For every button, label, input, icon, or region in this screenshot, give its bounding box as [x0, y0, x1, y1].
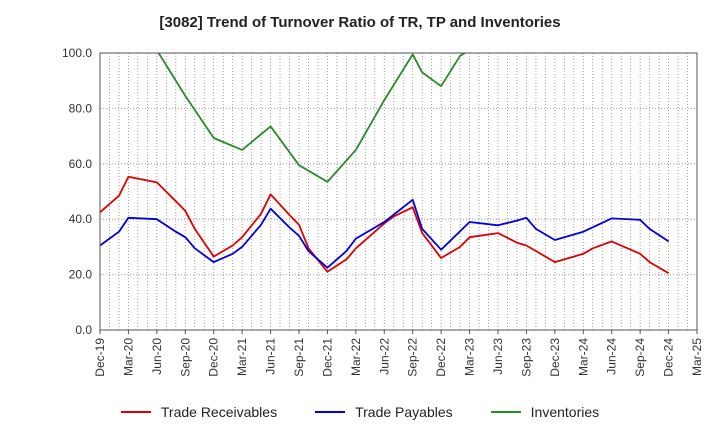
x-axis: Dec-19 Mar-20 Jun-20 Sep-20 Dec-20 Mar-21 Jun-…: [93, 330, 704, 377]
x-tick-label: Dec-24: [662, 338, 676, 377]
legend-item-trade-receivables: Trade Receivables: [120, 404, 278, 420]
x-tick-label: Jun-24: [605, 338, 619, 375]
series-line-inventories: [157, 53, 467, 183]
x-tick-label: Dec-20: [207, 338, 221, 377]
x-tick-label: Jun-21: [264, 338, 278, 375]
x-tick-label: Dec-19: [93, 338, 107, 377]
gridlines: [100, 53, 697, 330]
legend-label: Inventories: [530, 404, 600, 420]
plot-area: [100, 53, 697, 330]
chart-title: [3082] Trend of Turnover Ratio of TR, TP…: [159, 14, 561, 31]
x-tick-label: Sep-22: [406, 338, 420, 377]
x-tick-label: Mar-23: [463, 338, 477, 376]
data-series: [100, 53, 670, 274]
y-tick-label: 40.0: [69, 212, 93, 226]
y-tick-label: 60.0: [69, 157, 93, 171]
line-chart: 0.0 20.0 40.0 60.0 80.0 100.0 Dec-19 Mar-20 Jun…: [62, 46, 704, 377]
y-tick-label: 0.0: [75, 323, 92, 337]
y-tick-label: 100.0: [62, 46, 92, 60]
x-tick-label: Mar-20: [121, 338, 135, 376]
plot-border: [99, 52, 698, 331]
y-tick-label: 80.0: [69, 101, 93, 115]
x-tick-label: Sep-21: [292, 338, 306, 377]
legend: Trade Receivables Trade Payables Inventori…: [0, 404, 720, 420]
legend-item-trade-payables: Trade Payables: [315, 404, 453, 420]
legend-swatch: [120, 411, 151, 413]
x-tick-label: Dec-21: [320, 338, 334, 377]
legend-swatch: [315, 411, 346, 413]
x-tick-label: Jun-20: [150, 338, 164, 375]
x-tick-label: Mar-22: [349, 338, 363, 376]
legend-label: Trade Payables: [355, 404, 453, 420]
x-tick-label: Jun-22: [377, 338, 391, 375]
legend-label: Trade Receivables: [160, 404, 278, 420]
legend-swatch: [490, 411, 521, 413]
x-tick-label: Mar-25: [690, 338, 704, 376]
y-tick-label: 20.0: [69, 268, 93, 282]
legend-item-inventories: Inventories: [490, 404, 600, 420]
x-tick-label: Dec-23: [548, 338, 562, 377]
x-tick-label: Sep-24: [633, 338, 647, 377]
x-tick-label: Sep-23: [519, 338, 533, 377]
x-tick-label: Sep-20: [178, 338, 192, 377]
y-axis: 0.0 20.0 40.0 60.0 80.0 100.0: [62, 46, 92, 337]
series-line-trade-receivables: [100, 175, 670, 274]
series-line-trade-payables: [100, 198, 670, 269]
x-tick-label: Jun-23: [491, 338, 505, 375]
x-tick-label: Mar-24: [576, 338, 590, 376]
x-tick-label: Mar-21: [235, 338, 249, 376]
x-tick-label: Dec-22: [434, 338, 448, 377]
